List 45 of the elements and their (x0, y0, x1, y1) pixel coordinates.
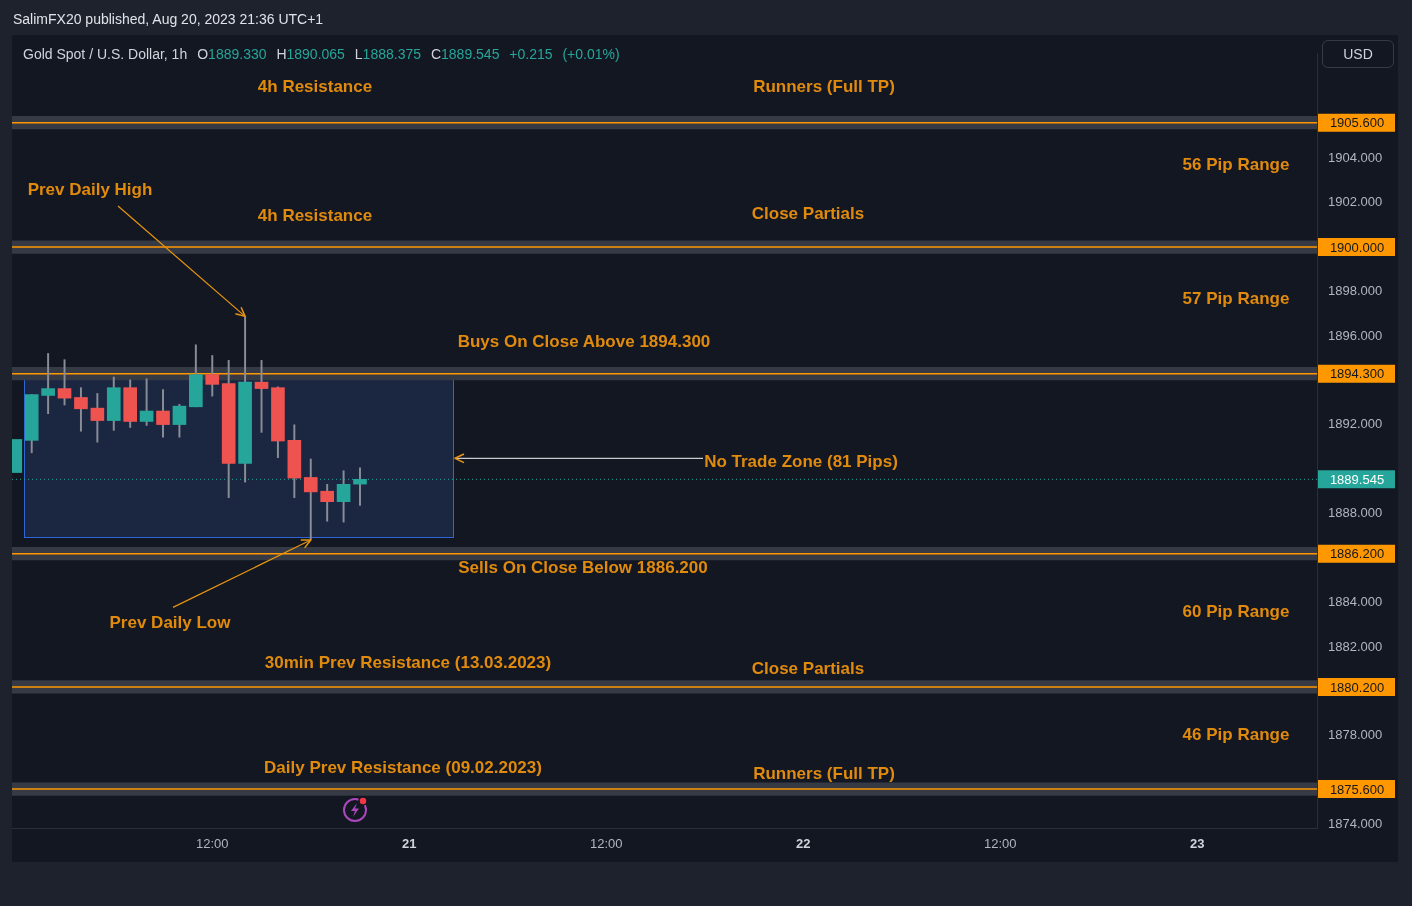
annotation: Sells On Close Below 1886.200 (458, 558, 708, 578)
x-tick-label: 22 (795, 836, 811, 852)
annotation: 60 Pip Range (1182, 602, 1290, 622)
text: O1889.330 H1890.065 L1888.375 C1889.545 +0.215 (+0.01%) (197, 46, 620, 62)
y-tick-label: 1902.000 (1327, 194, 1383, 210)
annotation: 4h Resistance (257, 77, 373, 97)
ref-line-label: 1880.200 (1329, 679, 1385, 695)
annotation: Close Partials (751, 659, 865, 679)
ref-line-label: 1905.600 (1329, 115, 1385, 131)
x-tick-label: 21 (402, 836, 417, 852)
annotation: 4h Resistance (257, 206, 373, 226)
x-tick-label: 23 (1189, 836, 1205, 852)
y-tick-label: 1874.000 (1327, 816, 1383, 832)
ref-line-label: 1894.300 (1329, 366, 1385, 382)
ref-line-label: 1889.545 (1329, 471, 1385, 487)
annotation: 56 Pip Range (1182, 155, 1290, 175)
x-tick-label: 12:00 (983, 836, 1017, 852)
annotation: 30min Prev Resistance (13.03.2023) (264, 653, 552, 673)
ref-line-label: 1886.200 (1329, 546, 1385, 562)
ref-line-label: 1900.000 (1329, 239, 1385, 255)
y-tick-label: 1878.000 (1327, 727, 1383, 743)
y-axis-title: USD (1343, 46, 1373, 62)
y-tick-label: 1884.000 (1327, 594, 1383, 610)
annotation: Daily Prev Resistance (09.02.2023) (264, 758, 542, 778)
annotation: Prev Daily Low (109, 613, 231, 633)
y-tick-label: 1904.000 (1327, 149, 1383, 165)
y-tick-label: 1882.000 (1327, 638, 1383, 654)
y-tick-label: 1888.000 (1327, 505, 1383, 521)
annotation: 46 Pip Range (1182, 725, 1290, 745)
annotation: Runners (Full TP) (753, 77, 895, 97)
text: SalimFX20 published, Aug 20, 2023 21:36 UTC+1 (13, 10, 324, 28)
y-tick-label: 1892.000 (1327, 416, 1383, 432)
chart-title: Gold Spot / U.S. Dollar, 1h (23, 46, 188, 62)
annotation: 57 Pip Range (1182, 289, 1290, 309)
x-tick-label: 12:00 (589, 836, 623, 852)
ref-line-label: 1875.600 (1329, 781, 1385, 797)
y-tick-label: 1896.000 (1327, 327, 1383, 343)
annotation: Prev Daily High (27, 180, 153, 200)
x-tick-label: 12:00 (195, 836, 229, 852)
annotation: Runners (Full TP) (753, 764, 895, 784)
annotation: Close Partials (751, 204, 865, 224)
annotation: No Trade Zone (81 Pips) (704, 452, 898, 472)
unit-button: USD (1322, 40, 1394, 68)
y-tick-label: 1898.000 (1327, 283, 1383, 299)
annotation: Buys On Close Above 1894.300 (457, 332, 711, 352)
